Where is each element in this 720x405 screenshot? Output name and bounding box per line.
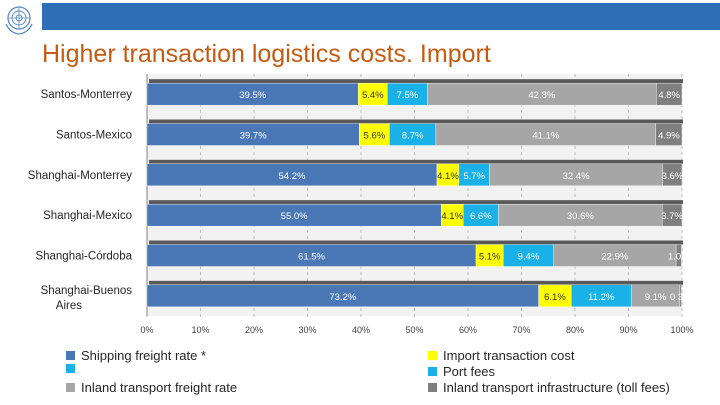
bar-depth [149, 280, 683, 285]
data-label: 11.2% [588, 292, 615, 303]
data-label: 54.2% [279, 171, 306, 182]
data-label: 39.7% [240, 131, 267, 142]
bar-segment [679, 284, 682, 308]
legend-item: Inland transport infrastructure (toll fe… [428, 380, 670, 395]
data-label: 55.0% [281, 211, 308, 222]
legend-label: Import transaction cost [443, 348, 575, 363]
bar-segment [675, 244, 682, 267]
data-label: 32.4% [563, 171, 590, 182]
data-label: 22.9% [601, 252, 628, 263]
header-bar [0, 0, 720, 36]
data-label: 4.1% [441, 211, 463, 222]
legend-label: Port fees [443, 364, 496, 379]
data-label: 6.1% [544, 292, 566, 303]
data-label: 5.6% [364, 131, 386, 142]
x-tick-label: 0% [140, 325, 153, 335]
x-tick-label: 50% [405, 325, 423, 335]
header-band [42, 3, 720, 30]
data-label: 1.0% [668, 252, 690, 263]
bar-depth [149, 200, 683, 205]
bar-depth [149, 79, 683, 84]
un-emblem-icon [5, 6, 33, 35]
category-label: Shanghai-Buenos [41, 285, 133, 297]
data-label: 9.1% [645, 292, 667, 303]
data-label: 41.1% [532, 131, 559, 142]
legend-label: Inland transport freight rate [81, 380, 238, 395]
stacked-bar-chart: 0% 10% 20% 30% 40% 50% 60% 70% 80% 90% 100% 39.5% 5.… [28, 74, 694, 335]
bar-segment [656, 82, 683, 106]
category-label: Santos-Mexico [56, 130, 132, 142]
bar-depth [149, 159, 683, 164]
data-label: 9.4% [518, 252, 540, 263]
data-label: 5.4% [362, 90, 384, 101]
data-label: 5.7% [463, 171, 485, 182]
legend-swatch [428, 351, 437, 360]
legend-swatch [66, 383, 75, 392]
x-tick-label: 70% [512, 325, 530, 335]
data-label: 8.7% [402, 131, 424, 142]
data-label: 30.6% [567, 211, 594, 222]
chart-legend: Shipping freight rate * Import transactio… [66, 344, 706, 404]
data-label: 42.8% [528, 90, 555, 101]
x-tick-label: 10% [191, 325, 209, 335]
bar-segment [662, 163, 683, 187]
x-tick-label: 90% [619, 325, 637, 335]
category-label: Shanghai-Córdoba [35, 251, 132, 263]
bar-depth [149, 119, 683, 124]
legend-item: Port fees [428, 364, 495, 379]
x-tick-label: 60% [459, 325, 477, 335]
legend-item: Shipping freight rate * [66, 348, 206, 363]
data-label: 6.6% [470, 211, 492, 222]
legend-swatch [66, 364, 75, 373]
legend-swatch [428, 367, 437, 376]
category-label: Santos-Monterrey [41, 89, 133, 101]
data-label: 4.8% [658, 90, 680, 101]
data-label: 73.2% [329, 292, 356, 303]
data-label: 7.5% [396, 90, 418, 101]
page-title: Higher transaction logistics costs. Impo… [42, 40, 491, 68]
data-label: 3.7% [661, 211, 683, 222]
data-label: 4.9% [658, 131, 680, 142]
bar-segment [655, 123, 683, 146]
bar-segment [662, 203, 683, 227]
x-tick-label: 20% [245, 325, 263, 335]
category-label: Aires [56, 300, 82, 312]
legend-item: Inland transport freight rate [66, 380, 237, 395]
x-tick-label: 30% [298, 325, 316, 335]
x-tick-label: 80% [566, 325, 584, 335]
legend-label: Inland transport infrastructure (toll fe… [443, 380, 670, 395]
bar-depth [149, 240, 683, 245]
data-label: 5.1% [479, 252, 501, 263]
data-label: 3.6% [662, 171, 684, 182]
category-label: Shanghai-Mexico [43, 210, 132, 222]
legend-item: Import transaction cost [428, 348, 575, 363]
legend-swatch [428, 383, 437, 392]
data-label: 4.1% [437, 171, 459, 182]
legend-label: Shipping freight rate * [81, 348, 207, 363]
x-tick-label: 40% [352, 325, 370, 335]
x-tick-label: 100% [670, 325, 693, 335]
category-label: Shanghai-Monterrey [28, 170, 132, 182]
data-label: 0.3% [670, 292, 692, 303]
data-label: 39.5% [239, 90, 266, 101]
legend-swatch [66, 351, 75, 360]
legend-item [66, 364, 81, 373]
data-label: 61.5% [298, 252, 325, 263]
